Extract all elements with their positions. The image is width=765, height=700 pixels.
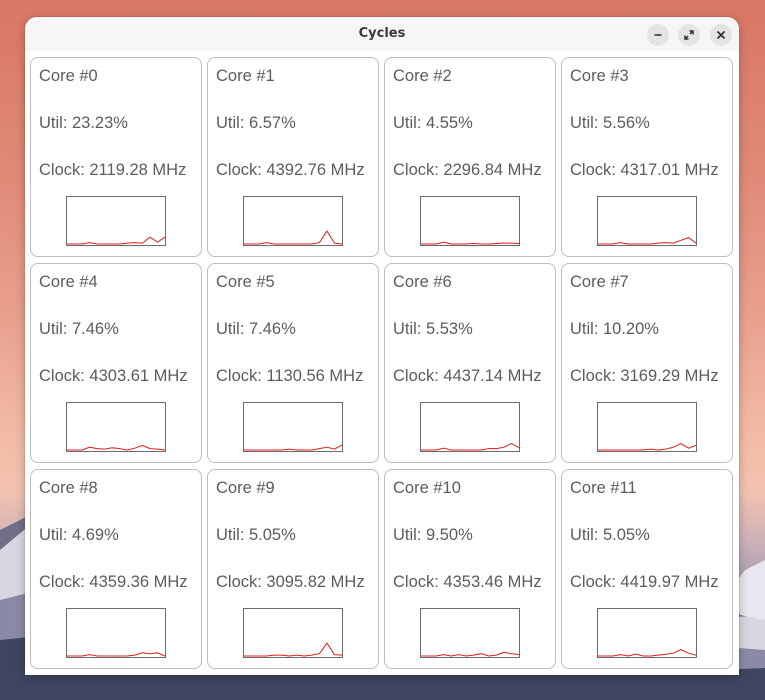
core-usage-graph (420, 196, 520, 246)
core-card: Core #10 Util: 9.50% Clock: 4353.46 MHz (384, 469, 556, 669)
core-card: Core #6 Util: 5.53% Clock: 4437.14 MHz (384, 263, 556, 463)
core-name: Core #2 (393, 67, 452, 85)
core-usage-graph (597, 402, 697, 452)
core-util: Util: 4.69% (39, 526, 119, 544)
usage-line (67, 444, 165, 451)
core-usage-graph (66, 196, 166, 246)
core-usage-graph (66, 402, 166, 452)
maximize-button[interactable] (678, 24, 700, 46)
core-util: Util: 5.56% (570, 114, 650, 132)
core-clock: Clock: 3169.29 MHz (570, 367, 719, 385)
core-grid: Core #0 Util: 23.23% Clock: 2119.28 MHz Co… (30, 57, 733, 669)
core-name: Core #7 (570, 273, 629, 291)
usage-line (421, 241, 519, 245)
core-usage-graph (420, 608, 520, 658)
usage-line (244, 230, 342, 245)
usage-line (244, 444, 342, 451)
core-card: Core #2 Util: 4.55% Clock: 2296.84 MHz (384, 57, 556, 257)
core-name: Core #1 (216, 67, 275, 85)
core-clock: Clock: 4437.14 MHz (393, 367, 542, 385)
core-util: Util: 10.20% (570, 320, 659, 338)
core-usage-graph (243, 402, 343, 452)
core-name: Core #0 (39, 67, 98, 85)
core-card: Core #9 Util: 5.05% Clock: 3095.82 MHz (207, 469, 379, 669)
core-clock: Clock: 3095.82 MHz (216, 573, 365, 591)
core-name: Core #3 (570, 67, 629, 85)
core-card: Core #11 Util: 5.05% Clock: 4419.97 MHz (561, 469, 733, 669)
core-util: Util: 5.05% (216, 526, 296, 544)
minimize-button[interactable] (647, 24, 669, 46)
core-util: Util: 7.46% (39, 320, 119, 338)
usage-line (598, 649, 696, 657)
core-usage-graph (420, 402, 520, 452)
core-card: Core #1 Util: 6.57% Clock: 4392.76 MHz (207, 57, 379, 257)
core-util: Util: 9.50% (393, 526, 473, 544)
core-name: Core #5 (216, 273, 275, 291)
core-clock: Clock: 2119.28 MHz (39, 161, 187, 179)
core-usage-graph (597, 196, 697, 246)
usage-line (598, 237, 696, 245)
core-card: Core #8 Util: 4.69% Clock: 4359.36 MHz (30, 469, 202, 669)
minimize-icon (654, 34, 662, 36)
core-clock: Clock: 4359.36 MHz (39, 573, 188, 591)
core-name: Core #11 (570, 479, 637, 497)
core-clock: Clock: 2296.84 MHz (393, 161, 542, 179)
core-util: Util: 7.46% (216, 320, 296, 338)
close-icon (716, 30, 726, 40)
core-name: Core #10 (393, 479, 461, 497)
core-clock: Clock: 4303.61 MHz (39, 367, 188, 385)
core-util: Util: 5.53% (393, 320, 473, 338)
core-usage-graph (66, 608, 166, 658)
title-bar[interactable]: Cycles (25, 17, 739, 51)
core-clock: Clock: 4419.97 MHz (570, 573, 719, 591)
usage-line (67, 652, 165, 657)
maximize-icon (684, 30, 694, 40)
core-card: Core #3 Util: 5.56% Clock: 4317.01 MHz (561, 57, 733, 257)
core-clock: Clock: 4317.01 MHz (570, 161, 719, 179)
core-util: Util: 4.55% (393, 114, 473, 132)
close-button[interactable] (710, 24, 732, 46)
usage-line (598, 443, 696, 451)
core-util: Util: 6.57% (216, 114, 296, 132)
core-util: Util: 5.05% (570, 526, 650, 544)
core-clock: Clock: 1130.56 MHz (216, 367, 364, 385)
core-util: Util: 23.23% (39, 114, 128, 132)
window-title: Cycles (358, 26, 406, 41)
core-name: Core #4 (39, 273, 98, 291)
usage-line (421, 651, 519, 657)
core-clock: Clock: 4353.46 MHz (393, 573, 542, 591)
core-usage-graph (597, 608, 697, 658)
core-name: Core #9 (216, 479, 275, 497)
core-grid-area: Core #0 Util: 23.23% Clock: 2119.28 MHz Co… (25, 51, 739, 675)
core-card: Core #7 Util: 10.20% Clock: 3169.29 MHz (561, 263, 733, 463)
core-clock: Clock: 4392.76 MHz (216, 161, 365, 179)
core-usage-graph (243, 196, 343, 246)
usage-line (244, 642, 342, 657)
core-name: Core #6 (393, 273, 452, 291)
app-window: Cycles Core #0 Util: 23.23% Clock: 2119.28… (25, 17, 739, 675)
core-card: Core #5 Util: 7.46% Clock: 1130.56 MHz (207, 263, 379, 463)
core-card: Core #4 Util: 7.46% Clock: 4303.61 MHz (30, 263, 202, 463)
core-usage-graph (243, 608, 343, 658)
core-card: Core #0 Util: 23.23% Clock: 2119.28 MHz (30, 57, 202, 257)
usage-line (67, 236, 165, 245)
usage-line (421, 443, 519, 451)
core-name: Core #8 (39, 479, 98, 497)
